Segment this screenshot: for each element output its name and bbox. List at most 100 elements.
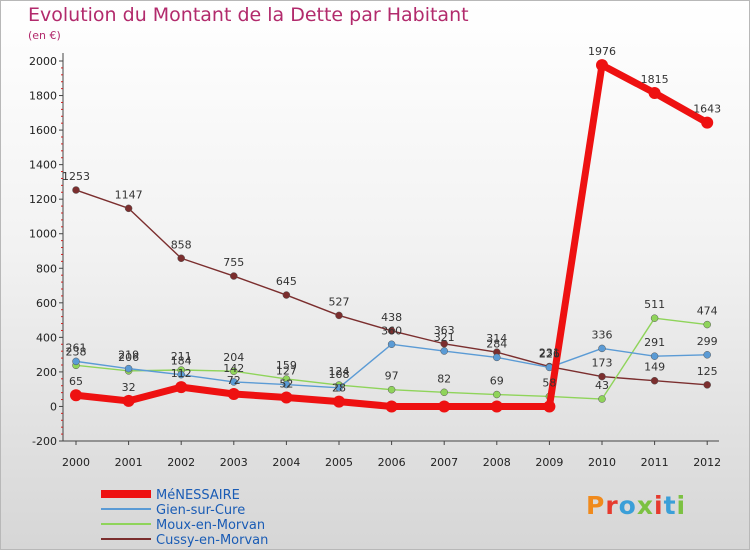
data-point <box>387 327 396 335</box>
data-label: 82 <box>437 372 451 385</box>
data-point <box>703 320 711 329</box>
y-tick-label: 1800 <box>29 90 57 103</box>
data-point <box>124 204 133 213</box>
data-point <box>493 353 501 362</box>
data-point <box>701 116 714 129</box>
y-tick-label: 400 <box>36 331 57 344</box>
logo-letter: x <box>636 491 654 520</box>
data-point <box>598 395 606 403</box>
x-tick-label: 2001 <box>115 456 143 469</box>
data-label: 858 <box>171 238 192 251</box>
data-label: 336 <box>592 328 613 341</box>
data-point <box>124 364 133 373</box>
proxiti-logo: Proxiti <box>586 491 686 520</box>
data-label: 72 <box>227 374 241 387</box>
logo-letter: i <box>676 491 687 520</box>
data-point <box>387 340 396 349</box>
x-tick-label: 2003 <box>220 456 248 469</box>
data-point <box>703 351 711 359</box>
x-tick-label: 2008 <box>483 456 511 469</box>
y-tick-label: 600 <box>36 297 57 310</box>
data-label: 291 <box>644 336 665 349</box>
data-point <box>230 367 238 375</box>
data-point <box>440 388 448 397</box>
data-label: 65 <box>69 375 83 388</box>
data-label: 173 <box>592 357 613 370</box>
data-label: 645 <box>276 275 297 288</box>
data-label: 231 <box>539 347 560 360</box>
data-point <box>493 390 501 399</box>
data-label: 149 <box>644 361 665 374</box>
data-point <box>650 376 659 385</box>
data-point <box>598 372 606 381</box>
data-point <box>333 395 345 408</box>
y-tick-label: -200 <box>32 435 57 448</box>
chart-subtitle: (en €) <box>28 29 61 42</box>
data-label: 219 <box>118 349 139 362</box>
x-tick-label: 2009 <box>535 456 563 469</box>
legend-label: Gien-sur-Cure <box>156 503 245 518</box>
data-label: 474 <box>697 305 718 318</box>
data-label: 363 <box>434 324 455 337</box>
data-label: 1253 <box>62 170 90 183</box>
data-label: 28 <box>332 382 346 395</box>
data-point <box>335 311 343 320</box>
data-point <box>177 254 185 263</box>
data-point <box>440 340 448 348</box>
data-label: 52 <box>279 377 293 390</box>
data-label: 97 <box>385 370 399 383</box>
data-point <box>282 291 291 299</box>
data-label: 755 <box>223 256 244 269</box>
y-tick-label: 2000 <box>29 55 57 68</box>
data-point <box>703 381 711 389</box>
data-label: 32 <box>122 381 136 394</box>
data-label: 43 <box>595 379 609 392</box>
data-point <box>72 357 80 366</box>
data-point <box>335 384 343 392</box>
data-label: 314 <box>486 332 507 345</box>
data-point <box>387 385 396 394</box>
data-point <box>177 370 185 379</box>
data-label: 321 <box>434 331 455 344</box>
logo-letter: t <box>663 491 677 520</box>
legend-label: Cussy-en-Morvan <box>156 533 268 548</box>
logo-letter: P <box>586 491 606 520</box>
data-point <box>440 347 448 355</box>
data-label: 238 <box>66 345 87 358</box>
data-label: 511 <box>644 298 665 311</box>
data-point <box>230 378 238 386</box>
data-point <box>598 344 606 353</box>
data-point <box>543 400 556 413</box>
data-label: 261 <box>66 341 87 354</box>
data-point <box>650 352 659 360</box>
data-label: 1815 <box>641 73 669 86</box>
data-label: 69 <box>490 375 504 388</box>
legend-label: Moux-en-Morvan <box>156 518 265 533</box>
data-label: 1643 <box>693 103 721 116</box>
x-tick-label: 2006 <box>378 456 406 469</box>
legend-label: MéNESSAIRE <box>156 488 240 503</box>
x-tick-label: 2010 <box>588 456 616 469</box>
data-label: 211 <box>171 350 192 363</box>
data-label: 112 <box>171 367 192 380</box>
data-label: 127 <box>276 365 297 378</box>
data-point <box>230 272 238 280</box>
data-label: 58 <box>542 376 556 389</box>
x-tick-label: 2007 <box>430 456 458 469</box>
x-tick-label: 2004 <box>272 456 300 469</box>
chart-title: Evolution du Montant de la Dette par Hab… <box>28 4 469 26</box>
data-label: 159 <box>276 359 297 372</box>
y-tick-label: 200 <box>36 366 57 379</box>
data-point <box>70 389 82 402</box>
data-point <box>280 391 293 404</box>
data-label: 1147 <box>115 188 143 201</box>
logo-letter: i <box>654 491 664 520</box>
y-tick-label: 1200 <box>29 193 57 206</box>
data-label: 1976 <box>588 45 616 58</box>
x-tick-label: 2002 <box>167 456 195 469</box>
data-point <box>490 400 503 413</box>
data-point <box>385 400 398 413</box>
data-label: 226 <box>539 347 560 360</box>
